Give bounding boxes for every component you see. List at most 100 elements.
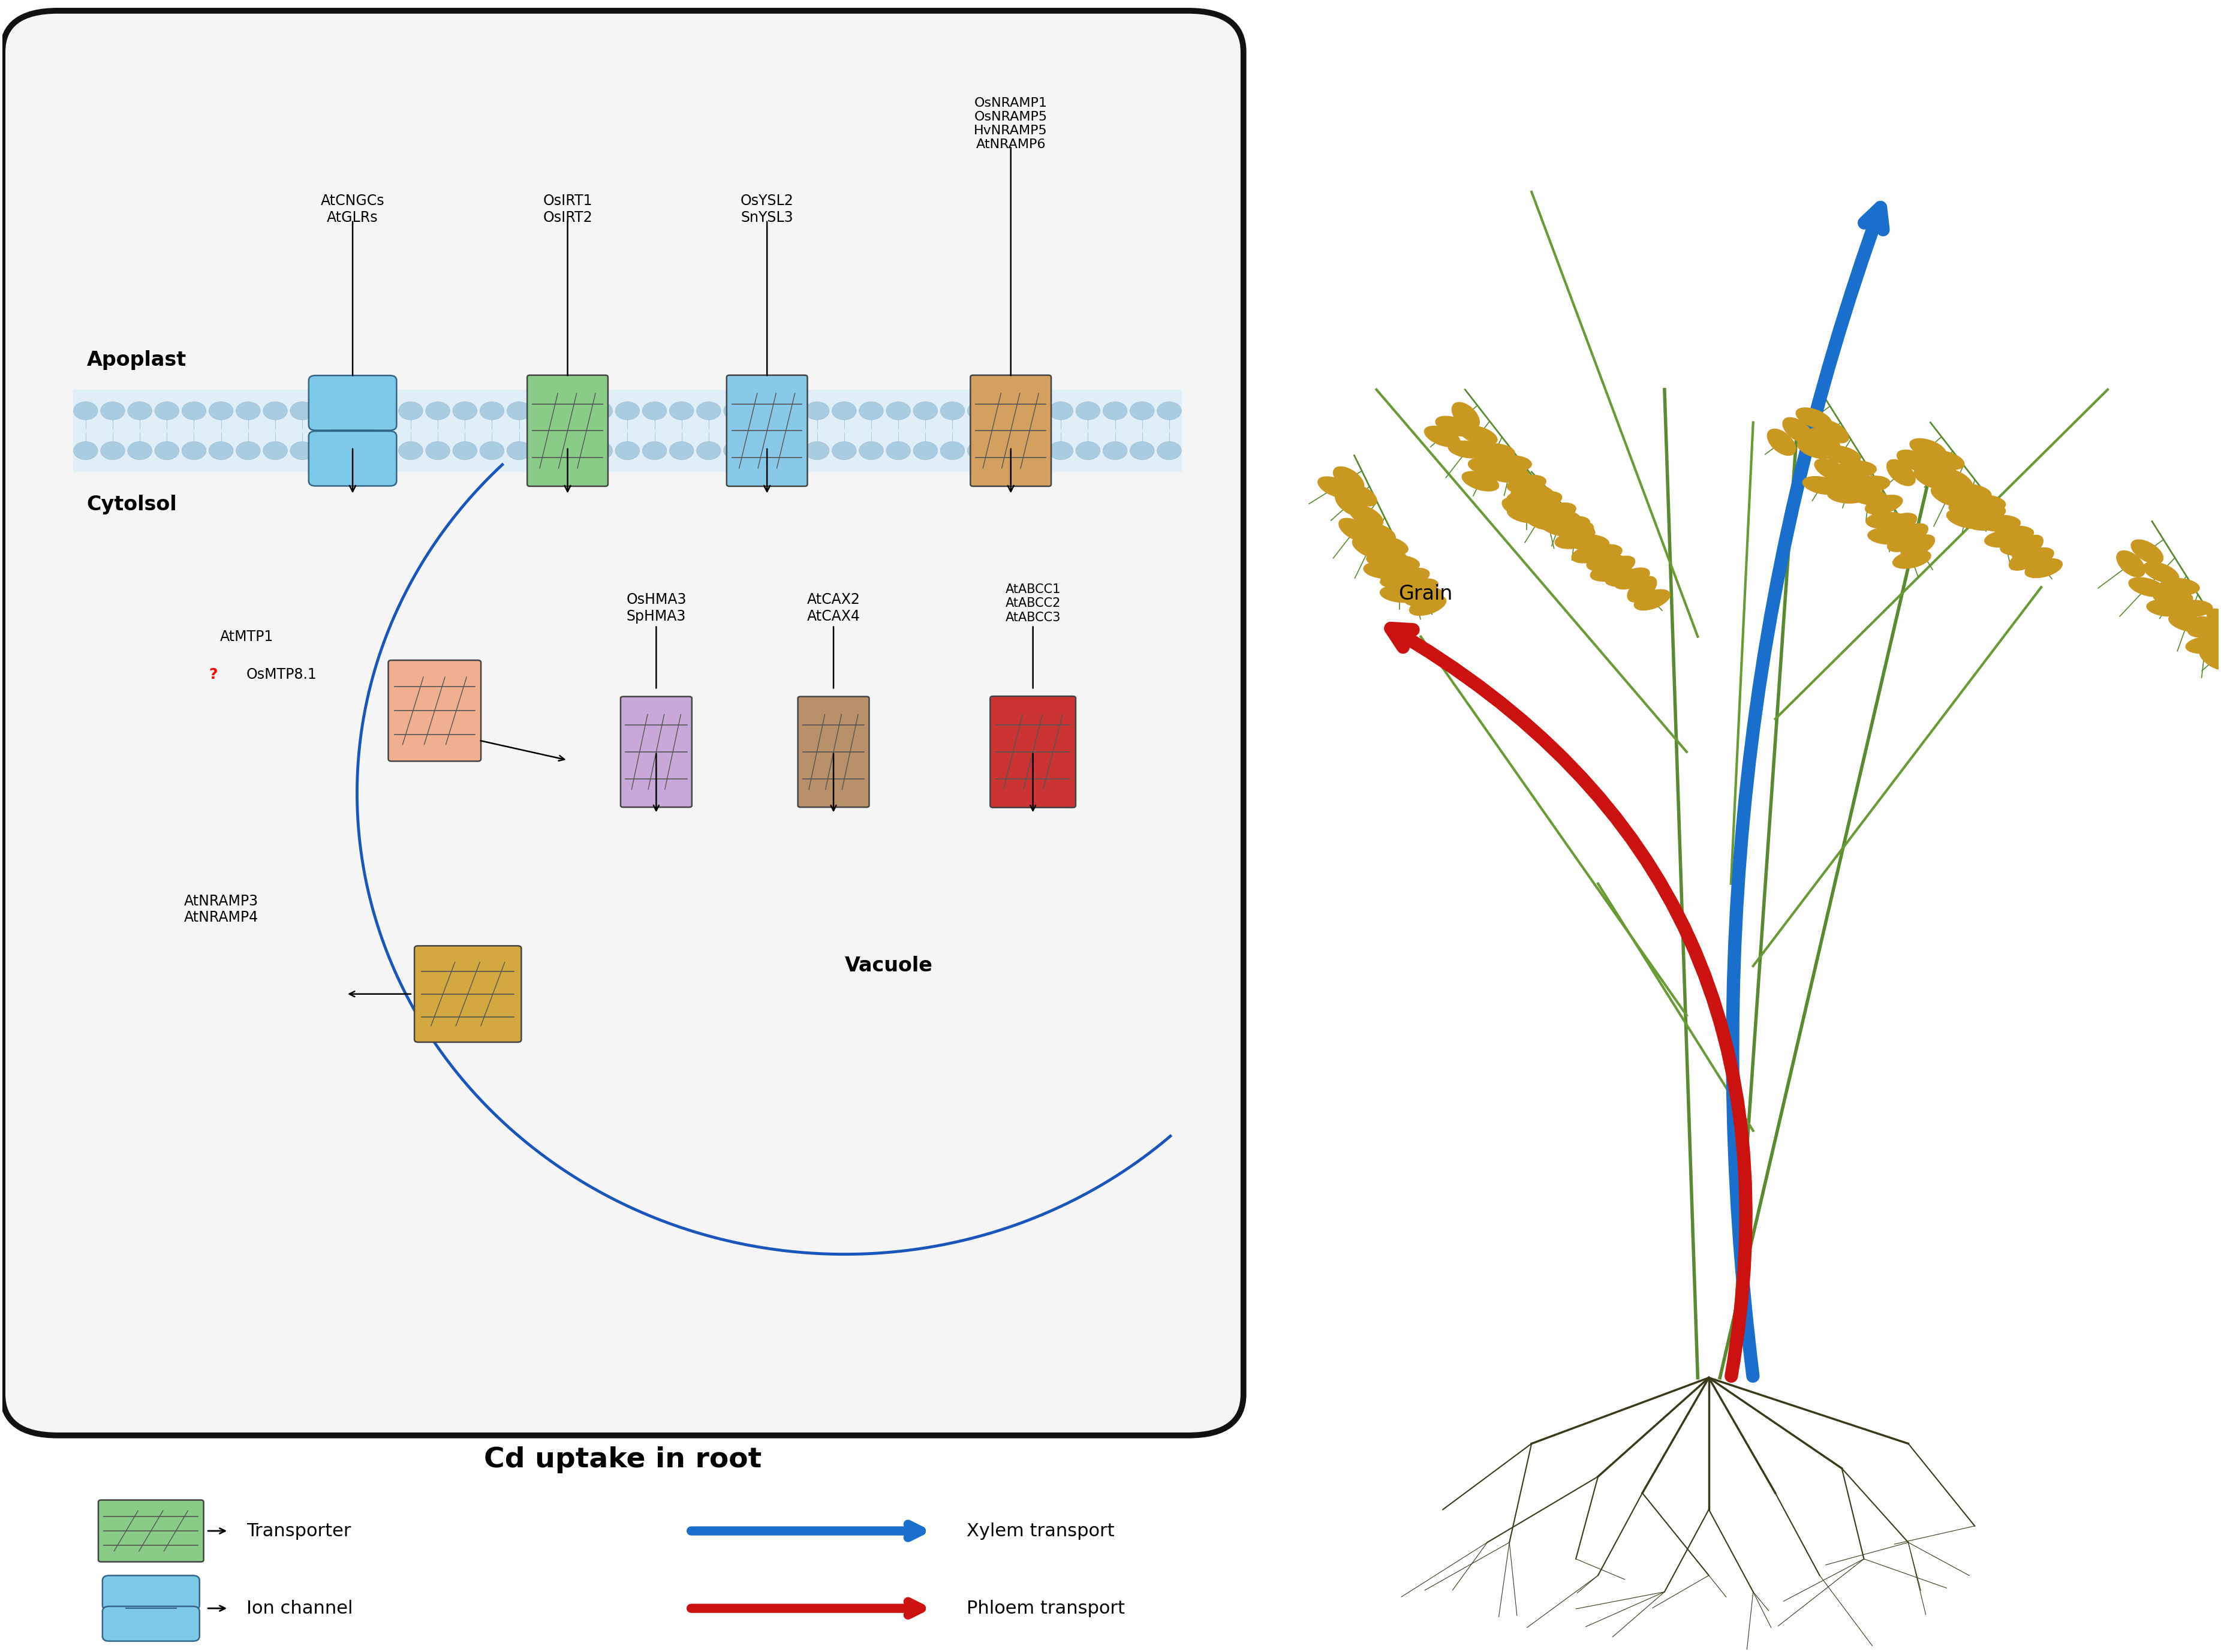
Circle shape: [669, 441, 693, 459]
Ellipse shape: [1410, 595, 1446, 616]
Ellipse shape: [1570, 535, 1610, 552]
Ellipse shape: [1590, 563, 1628, 582]
Circle shape: [968, 401, 993, 420]
Circle shape: [453, 401, 478, 420]
Ellipse shape: [1606, 568, 1644, 586]
Bar: [73, 390, 1182, 471]
Circle shape: [235, 401, 260, 420]
Ellipse shape: [1584, 545, 1621, 562]
Ellipse shape: [2026, 558, 2063, 578]
Ellipse shape: [1926, 451, 1963, 469]
Ellipse shape: [1828, 487, 1868, 504]
Circle shape: [73, 401, 98, 420]
Circle shape: [1157, 441, 1182, 459]
Circle shape: [1022, 441, 1046, 459]
Circle shape: [73, 441, 98, 459]
Circle shape: [1022, 401, 1046, 420]
Circle shape: [751, 441, 775, 459]
Circle shape: [1048, 441, 1073, 459]
Ellipse shape: [1468, 458, 1508, 476]
Ellipse shape: [2199, 646, 2221, 671]
Circle shape: [589, 401, 613, 420]
Text: AtNRAMP3
AtNRAMP4: AtNRAMP3 AtNRAMP4: [184, 894, 258, 925]
Circle shape: [642, 441, 666, 459]
Circle shape: [533, 401, 557, 420]
Ellipse shape: [1635, 590, 1670, 610]
Circle shape: [1048, 401, 1073, 420]
Ellipse shape: [1866, 512, 1906, 529]
Circle shape: [506, 401, 531, 420]
Circle shape: [426, 401, 451, 420]
Text: Cd uptake in root: Cd uptake in root: [484, 1447, 762, 1474]
Circle shape: [562, 401, 586, 420]
Ellipse shape: [1599, 557, 1635, 578]
Ellipse shape: [1892, 524, 1928, 545]
Ellipse shape: [1986, 530, 2023, 547]
Ellipse shape: [1404, 588, 1444, 606]
Ellipse shape: [1783, 418, 1812, 443]
Ellipse shape: [1508, 506, 1546, 524]
Ellipse shape: [1339, 519, 1373, 542]
Ellipse shape: [1797, 408, 1832, 428]
Ellipse shape: [2172, 600, 2212, 616]
Ellipse shape: [1919, 459, 1957, 479]
Text: Grain: Grain: [1399, 583, 1453, 603]
Ellipse shape: [1550, 517, 1590, 535]
Ellipse shape: [1768, 430, 1795, 456]
Circle shape: [589, 441, 613, 459]
Ellipse shape: [1837, 461, 1877, 477]
Circle shape: [155, 441, 180, 459]
Ellipse shape: [1557, 520, 1595, 539]
Ellipse shape: [2159, 578, 2199, 595]
Text: AtCAX2
AtCAX4: AtCAX2 AtCAX4: [806, 593, 860, 623]
Ellipse shape: [2010, 548, 2043, 570]
Ellipse shape: [1615, 568, 1650, 590]
Circle shape: [480, 401, 504, 420]
Circle shape: [371, 401, 395, 420]
Circle shape: [615, 401, 640, 420]
Circle shape: [533, 441, 557, 459]
FancyBboxPatch shape: [526, 375, 609, 486]
Ellipse shape: [1435, 416, 1473, 436]
Ellipse shape: [1344, 484, 1377, 506]
Ellipse shape: [1850, 476, 1890, 492]
Ellipse shape: [2208, 610, 2221, 631]
Circle shape: [1104, 401, 1128, 420]
Text: OsHMA3
SpHMA3: OsHMA3 SpHMA3: [626, 593, 686, 623]
Circle shape: [1075, 441, 1099, 459]
Circle shape: [453, 441, 478, 459]
Circle shape: [697, 441, 722, 459]
Ellipse shape: [2168, 613, 2205, 633]
Ellipse shape: [1966, 504, 2006, 520]
Circle shape: [1075, 401, 1099, 420]
Ellipse shape: [1461, 471, 1499, 491]
Ellipse shape: [1510, 489, 1544, 512]
Ellipse shape: [1399, 578, 1439, 598]
Circle shape: [804, 441, 828, 459]
Text: OsIRT1
OsIRT2: OsIRT1 OsIRT2: [542, 193, 593, 225]
Circle shape: [724, 441, 748, 459]
Circle shape: [506, 441, 531, 459]
Circle shape: [344, 401, 369, 420]
Ellipse shape: [1524, 491, 1561, 510]
FancyBboxPatch shape: [309, 431, 398, 486]
FancyBboxPatch shape: [797, 697, 868, 808]
Circle shape: [100, 441, 124, 459]
Circle shape: [127, 401, 151, 420]
Ellipse shape: [2128, 578, 2165, 596]
Text: OsYSL2
SnYSL3: OsYSL2 SnYSL3: [740, 193, 793, 225]
Circle shape: [262, 441, 287, 459]
Circle shape: [182, 401, 207, 420]
Ellipse shape: [2012, 535, 2043, 560]
Ellipse shape: [1815, 420, 1848, 443]
Circle shape: [833, 441, 857, 459]
Ellipse shape: [1521, 509, 1557, 530]
Ellipse shape: [1506, 491, 1546, 507]
Ellipse shape: [1364, 562, 1404, 578]
Ellipse shape: [1868, 527, 1908, 545]
Ellipse shape: [1353, 537, 1388, 558]
Circle shape: [697, 401, 722, 420]
Ellipse shape: [2219, 656, 2221, 674]
Ellipse shape: [1348, 504, 1384, 527]
Circle shape: [100, 401, 124, 420]
